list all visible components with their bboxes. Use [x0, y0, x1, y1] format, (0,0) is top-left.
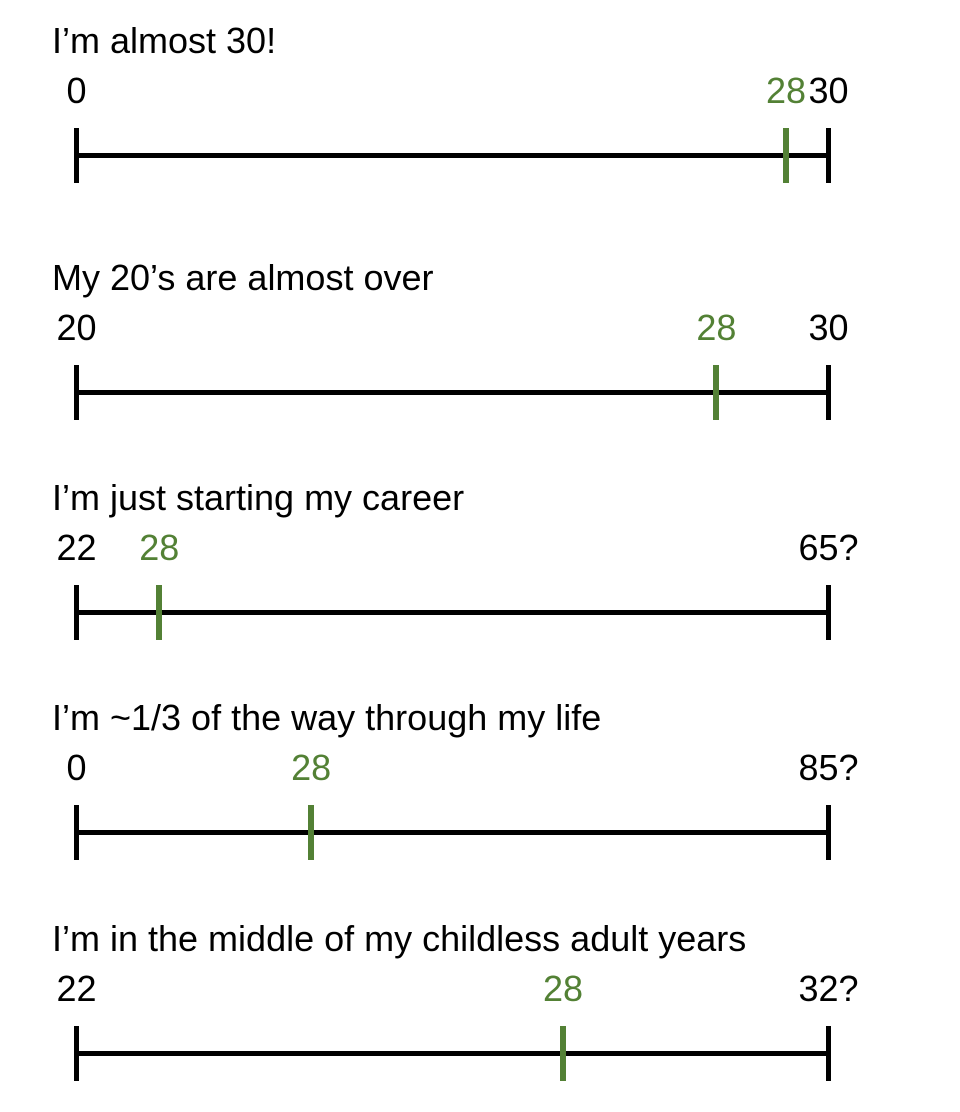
timeline-title: I’m ~1/3 of the way through my life — [52, 697, 602, 738]
timeline-title: I’m just starting my career — [52, 477, 465, 518]
timeline-start-label: 0 — [66, 747, 87, 788]
timeline-marker-label: 28 — [543, 968, 584, 1009]
timeline-marker-tick — [156, 585, 163, 640]
timeline-title: My 20’s are almost over — [52, 257, 434, 298]
timeline-marker-label: 28 — [291, 747, 332, 788]
timeline-marker-tick — [783, 128, 789, 183]
timeline-line — [74, 830, 831, 835]
timeline-start-label: 20 — [56, 307, 97, 348]
timeline-section: I’m in the middle of my childless adult … — [0, 919, 960, 1112]
timeline-start-tick — [74, 585, 79, 640]
timeline-start-label: 0 — [66, 70, 87, 111]
timeline-end-tick — [826, 365, 831, 420]
timeline-line — [74, 153, 831, 158]
timeline-start-tick — [74, 128, 79, 183]
timeline-marker-tick — [560, 1026, 567, 1081]
timeline-end-tick — [826, 585, 831, 640]
timeline-end-tick — [826, 128, 831, 183]
timeline-start-tick — [74, 805, 79, 860]
timeline-start-label: 22 — [56, 527, 97, 568]
timeline-title: I’m almost 30! — [52, 20, 277, 61]
timeline-marker-label: 28 — [696, 307, 737, 348]
timeline-start-tick — [74, 365, 79, 420]
timeline-end-tick — [826, 1026, 831, 1081]
timeline-end-tick — [826, 805, 831, 860]
timeline-line — [74, 610, 831, 615]
timeline-section: My 20’s are almost over 20 28 30 — [0, 258, 960, 470]
timeline-end-label: 32? — [798, 968, 859, 1009]
timeline-marker-label: 28 — [765, 70, 807, 111]
timeline-line — [74, 390, 831, 395]
timeline-marker-label: 28 — [139, 527, 180, 568]
timeline-start-tick — [74, 1026, 79, 1081]
timeline-line — [74, 1051, 831, 1056]
timeline-section: I’m just starting my career 22 28 65? — [0, 478, 960, 690]
timeline-title: I’m in the middle of my childless adult … — [52, 918, 747, 959]
timeline-end-label: 65? — [798, 527, 859, 568]
timeline-marker-tick — [308, 805, 315, 860]
timeline-marker-tick — [713, 365, 720, 420]
timeline-end-label: 30 — [808, 307, 849, 348]
timeline-section: I’m almost 30! 0 28 30 — [0, 21, 960, 233]
timeline-start-label: 22 — [56, 968, 97, 1009]
timeline-end-label: 30 — [808, 70, 849, 111]
timeline-end-label: 85? — [798, 747, 859, 788]
timeline-section: I’m ~1/3 of the way through my life 0 28… — [0, 698, 960, 910]
